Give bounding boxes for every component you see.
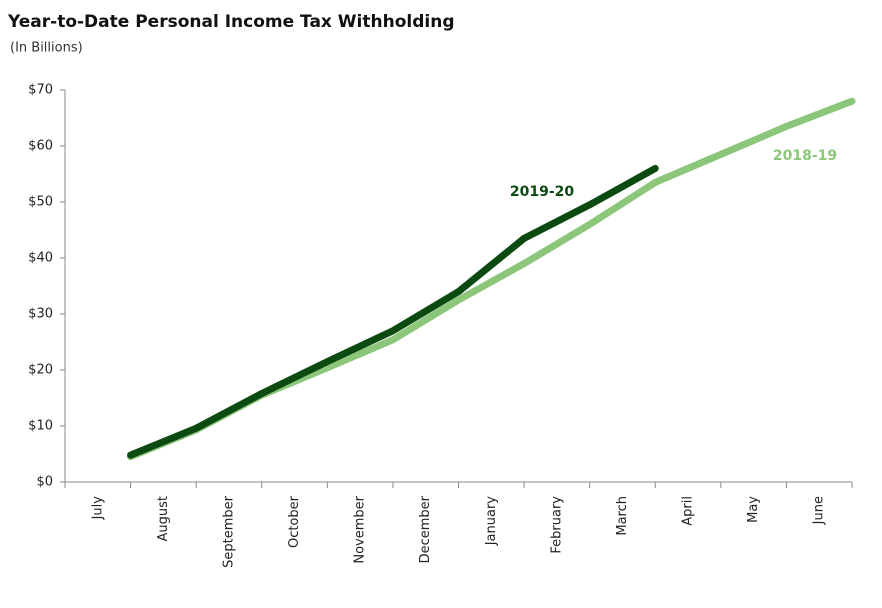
y-tick-label: $20 bbox=[28, 363, 53, 378]
x-tick-label: February bbox=[549, 496, 564, 554]
series-label: 2019-20 bbox=[510, 184, 575, 200]
y-tick-label: $40 bbox=[28, 251, 53, 266]
x-tick-label: March bbox=[615, 496, 630, 536]
x-tick-label: May bbox=[746, 496, 761, 523]
y-tick-label: $0 bbox=[36, 475, 53, 490]
x-tick-label: November bbox=[353, 495, 368, 563]
x-tick-label: April bbox=[681, 496, 696, 526]
x-tick-label: October bbox=[287, 495, 302, 548]
x-tick-label: September bbox=[221, 495, 236, 568]
x-tick-label: June bbox=[812, 496, 827, 525]
x-tick-label: August bbox=[156, 496, 171, 542]
series-line bbox=[127, 164, 659, 459]
x-tick-label: July bbox=[90, 496, 105, 521]
y-tick-label: $30 bbox=[28, 307, 53, 322]
y-tick-label: $70 bbox=[28, 83, 53, 98]
y-tick-label: $50 bbox=[28, 195, 53, 210]
x-tick-label: December bbox=[418, 495, 433, 563]
chart-title: Year-to-Date Personal Income Tax Withhol… bbox=[7, 12, 455, 32]
x-tick-label: January bbox=[484, 496, 499, 547]
y-tick-label: $60 bbox=[28, 139, 53, 154]
y-tick-label: $10 bbox=[28, 419, 53, 434]
chart-subtitle: (In Billions) bbox=[10, 41, 83, 56]
series-label: 2018-19 bbox=[773, 148, 837, 164]
